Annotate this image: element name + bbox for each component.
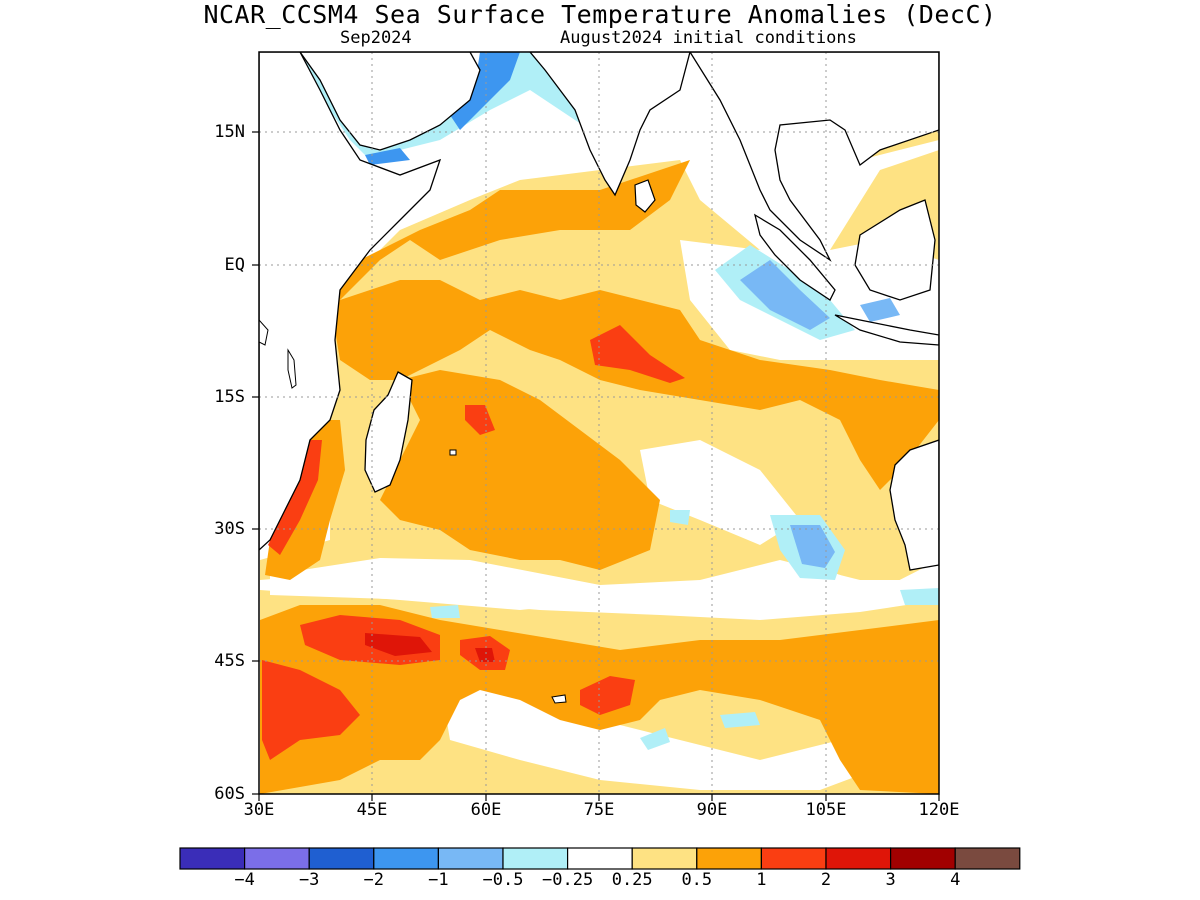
anomaly-field [259,52,939,794]
anomaly-region-lightblue [740,260,830,330]
graticule [259,52,939,794]
anomaly-region-orange [380,370,660,570]
colorbar-tick-label: 3 [885,870,896,890]
anomaly-region-neutral [270,558,939,620]
anomaly-region-red [580,676,635,715]
lon-label: 30E [243,800,275,820]
anomaly-region-red [268,440,322,555]
colorbar-swatch [696,847,762,870]
colorbar-tick-label: −4 [234,870,255,890]
anomaly-region-orange [330,160,939,490]
lat-label: EQ [224,255,245,275]
colorbar-tick-label: 4 [950,870,961,890]
land-arabia [299,52,481,151]
colorbar-tick-label: −1 [428,870,449,890]
lon-label: 120E [918,800,960,820]
colorbar-swatch [566,847,633,870]
colorbar-swatch [373,847,439,870]
land-mauritius [449,449,457,456]
anomaly-region-red [465,405,495,435]
anomaly-region-neutral [640,440,800,545]
anomaly-region-darkred [475,648,495,662]
colorbar-tick-label: −3 [298,870,320,890]
colorbar-swatch [760,847,827,870]
land-india [529,52,691,197]
lon-label: 60E [470,800,502,820]
lat-label: 60S [214,784,245,804]
lon-label: 105E [805,800,847,820]
colorbar [179,847,1021,870]
lon-label: 75E [583,800,615,820]
colorbar-tick-label: −0.25 [542,870,594,890]
anomaly-region-red [262,660,360,760]
colorbar-swatch [244,847,310,870]
land-kerguelen [551,694,567,704]
land-west-coast-island [259,319,269,346]
land-madagascar [364,371,413,493]
lat-label: 30S [214,519,245,539]
land-southeast-asia [689,52,939,262]
lon-label: 45E [356,800,388,820]
land-australia [889,439,939,571]
colorbar-swatch [954,847,1021,870]
land-lake [287,348,297,389]
valid-month-label: Sep2024 [340,28,412,48]
anomaly-region-blue [365,148,410,165]
axis-ticks [252,131,940,801]
colorbar-swatch [179,847,246,870]
anomaly-region-darkred [365,633,432,656]
colorbar-swatch [502,847,569,870]
anomaly-region-blue [450,52,520,130]
map-title: NCAR_CCSM4 Sea Surface Temperature Anoma… [203,0,997,29]
init-conditions-label: August2024 initial conditions [560,28,857,48]
anomaly-region-cyan [720,712,760,728]
anomaly-region-cyan [900,588,939,605]
land-srilanka [634,179,656,213]
anomaly-region-lightblue [860,298,900,322]
land-sumatra [753,213,836,301]
anomaly-region-cyan [670,510,690,525]
land-borneo [854,199,936,301]
anomaly-region-red [590,325,685,383]
colorbar-swatch [889,847,956,870]
colorbar-swatch [631,847,698,870]
lat-label: 15S [214,387,245,407]
colorbar-tick-label: 0.25 [611,870,653,890]
anomaly-region-cyan [430,605,460,618]
land-java [834,314,939,346]
anomaly-region-cyan [640,728,670,750]
colorbar-tick-label: 0.5 [681,870,713,890]
colorbar-swatch [437,847,504,870]
colorbar-tick-label: −2 [363,870,385,890]
colorbar-swatch [308,847,375,870]
colorbar-swatch [825,847,892,870]
anomaly-region-lightblue [790,525,835,568]
colorbar-tick-label: 1 [756,870,767,890]
lat-label: 15N [214,122,245,142]
lat-label: 45S [214,651,245,671]
land-africa [259,52,442,551]
lon-label: 90E [696,800,728,820]
colorbar-tick-label: −0.5 [482,870,524,890]
colorbar-tick-label: 2 [820,870,832,890]
